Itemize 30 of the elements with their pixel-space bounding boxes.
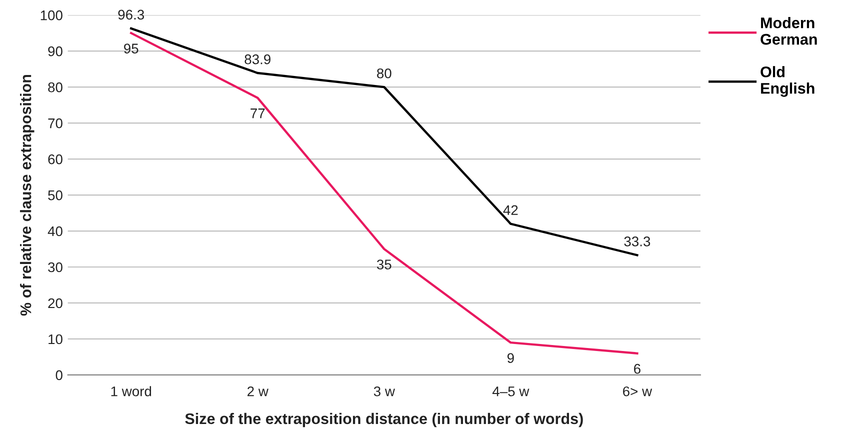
data-label: 42 (503, 205, 518, 215)
x-tick-label: 6> w (623, 386, 652, 396)
x-tick-label: 2 w (248, 386, 268, 396)
data-label: 6 (634, 364, 640, 374)
x-tick-label: 4–5 w (492, 386, 530, 396)
y-tick-label: 50 (48, 190, 62, 200)
x-tick-label: 3 w (374, 386, 395, 396)
y-tick-label: 10 (48, 334, 62, 344)
x-tick-label: 1 word (111, 386, 152, 396)
y-tick-label: 0 (56, 370, 62, 380)
y-tick-label: 70 (48, 118, 62, 128)
data-label: 83.9 (244, 54, 270, 64)
y-tick-label: 60 (48, 154, 62, 164)
y-tick-label: 30 (48, 262, 62, 272)
data-label: 9 (507, 353, 514, 363)
data-label: 77 (250, 108, 265, 118)
y-tick-label: 20 (48, 298, 62, 308)
y-tick-label: 40 (48, 226, 62, 236)
data-label: 33.3 (624, 236, 650, 246)
legend-label: Old English (760, 66, 814, 97)
y-tick-label: 90 (48, 46, 62, 56)
data-label: 95 (124, 44, 138, 54)
y-tick-label: 100 (40, 10, 62, 20)
data-label: 80 (377, 68, 392, 78)
data-label: 35 (376, 260, 392, 270)
y-axis-title: % of relative clause extraposition (20, 74, 34, 316)
data-label: 96.3 (118, 10, 144, 20)
x-axis-title: Size of the extraposition distance (in number of words) (185, 412, 583, 428)
legend-label: Modern German (760, 17, 817, 45)
y-tick-label: 80 (48, 82, 62, 92)
